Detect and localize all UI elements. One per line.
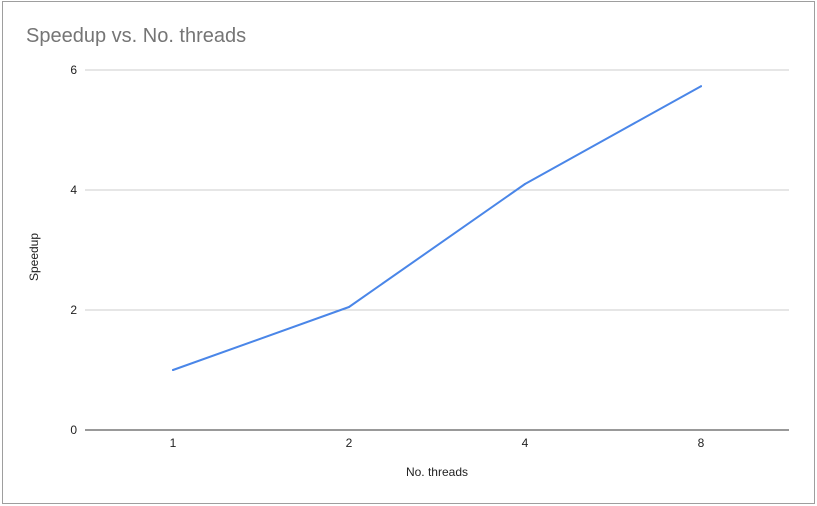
data-point — [524, 183, 526, 185]
y-axis-label: Speedup — [27, 233, 41, 281]
y-tick-label: 4 — [70, 183, 77, 197]
chart-title: Speedup vs. No. threads — [26, 25, 247, 47]
x-tick-label: 4 — [522, 436, 529, 450]
x-tick-labels: 1 2 4 8 — [170, 436, 705, 450]
x-tick-label: 2 — [346, 436, 353, 450]
series-line — [172, 85, 702, 371]
x-tick-label: 8 — [698, 436, 705, 450]
data-point — [700, 85, 702, 88]
gridlines — [85, 69, 789, 311]
y-tick-label: 6 — [70, 63, 77, 77]
y-tick-labels: 0 2 4 6 — [70, 63, 77, 437]
data-point — [348, 306, 350, 308]
data-point — [172, 369, 174, 371]
x-tick-label: 1 — [170, 436, 177, 450]
y-tick-label: 2 — [70, 303, 77, 317]
x-axis-label: No. threads — [406, 465, 468, 479]
series-layer — [172, 85, 702, 371]
y-tick-label: 0 — [70, 423, 77, 437]
